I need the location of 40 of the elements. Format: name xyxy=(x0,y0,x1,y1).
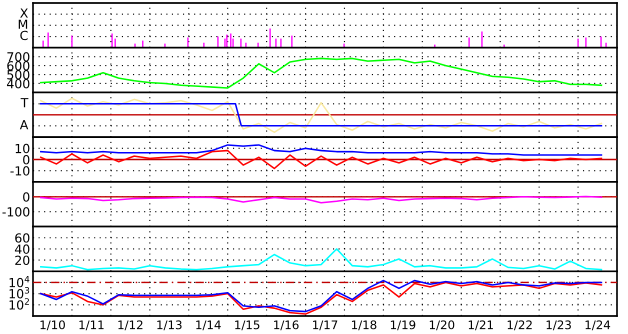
text: A xyxy=(20,120,28,130)
x-tick-label: 1/20 xyxy=(430,320,454,330)
x-tick-label: 1/19 xyxy=(390,320,416,330)
y-tick-label: 700 xyxy=(7,52,30,62)
y-tick-label: 10$^{3}$ xyxy=(10,287,30,298)
x-tick-label: 1/21 xyxy=(468,320,493,330)
text: C xyxy=(20,30,28,40)
y-tick-label: 400 xyxy=(6,78,30,88)
y-tick-label: 60 xyxy=(15,233,30,243)
text: M xyxy=(18,20,28,29)
y-tick-label: 500 xyxy=(7,70,30,80)
x-tick-label: 1/11 xyxy=(79,320,104,330)
line-series xyxy=(40,248,602,270)
y-tick-label: 0 xyxy=(23,154,30,164)
y-tick-label: 40 xyxy=(14,244,30,254)
text: T xyxy=(20,98,28,108)
y-tick-label: 10 xyxy=(16,144,30,154)
y-tick-label: 20 xyxy=(15,256,30,266)
x-tick-label: 1/18 xyxy=(352,320,376,330)
y-tick-label: -10 xyxy=(10,166,30,176)
text: X xyxy=(20,8,28,18)
x-tick-label: 1/10 xyxy=(40,320,65,330)
x-tick-label: 1/15 xyxy=(235,320,260,330)
x-tick-label: 1/16 xyxy=(274,320,299,330)
y-tick-label: 10$^{4}$ xyxy=(10,276,30,288)
x-tick-label: 1/24 xyxy=(586,320,610,330)
x-tick-label: 1/22 xyxy=(508,320,532,330)
y-tick-label: 600 xyxy=(7,61,30,71)
x-tick-label: 1/23 xyxy=(546,320,571,330)
x-tick-label: 1/17 xyxy=(313,320,338,330)
x-tick-label: 1/12 xyxy=(118,320,142,330)
x-tick-label: 1/14 xyxy=(196,320,221,330)
x-tick-label: 1/13 xyxy=(157,320,182,330)
y-tick-label: 10$^{2}$ xyxy=(10,298,29,310)
line-series xyxy=(40,150,602,170)
y-tick-label: 0 xyxy=(23,192,30,202)
line-series xyxy=(40,58,602,89)
line-series xyxy=(40,196,602,204)
line-series xyxy=(40,144,602,156)
y-tick-label: -100 xyxy=(2,207,30,217)
